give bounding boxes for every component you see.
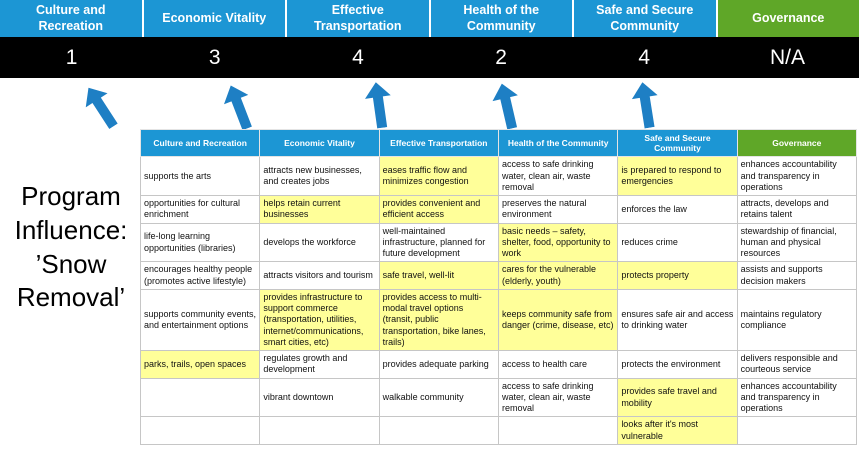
table-cell: reduces crime [617,222,738,263]
table-cell: enforces the law [617,195,738,224]
table-cell: preserves the natural environment [497,195,619,224]
table-cell: eases traffic flow and minimizes congest… [378,156,499,197]
table-cell: attracts visitors and tourism [259,261,380,290]
table-cell [497,416,619,445]
table-row: encourages healthy people (promotes acti… [139,261,858,290]
table-cell: access to safe drinking water, clean air… [497,377,619,418]
table-cell: cares for the vulnerable (elderly, youth… [497,261,619,290]
pillar-header-health: Health of the Community [430,0,574,37]
table-cell: opportunities for cultural enrichment [139,195,261,224]
table-body: supports the arts attracts new businesses… [139,156,858,445]
score-health: 2 [495,45,507,69]
table-row: looks after it's most vulnerable [139,416,858,445]
table-cell [259,416,380,445]
table-cell: keeps community safe from danger (crime,… [497,288,619,352]
table-cell: provides adequate parking [378,350,499,379]
table-header-row: Culture and Recreation Economic Vitality E… [139,128,858,158]
table-cell: maintains regulatory compliance [736,288,858,352]
table-head: Culture and Recreation Economic Vitality E… [139,128,858,158]
table-cell: access to health care [497,350,619,379]
table-cell: basic needs – safety, shelter, food, opp… [497,222,619,263]
table-header-economic: Economic Vitality [259,128,380,158]
table-cell: protects the environment [617,350,738,379]
table-header-transportation: Effective Transportation [378,128,499,158]
scoreboard-header-row: Culture and Recreation Economic Vitality… [0,0,859,37]
up-arrow-icon [219,81,260,133]
table-cell [736,416,858,445]
influence-table: Culture and Recreation Economic Vitality E… [139,128,858,445]
table-cell: well-maintained infrastructure, planned … [378,222,499,263]
table-cell: provides access to multi-modal travel op… [378,288,499,352]
table-cell: encourages healthy people (promotes acti… [139,261,261,290]
up-arrow-icon [489,81,525,132]
table-cell: stewardship of financial, human and phys… [736,222,858,263]
table-cell: enhances accountability and transparency… [736,377,858,418]
table-cell [139,416,261,445]
up-arrow-icon [78,81,125,134]
table-cell: develops the workforce [259,222,380,263]
table-row: life-long learning opportunities (librar… [139,222,858,263]
table-cell: supports community events, and entertain… [139,288,261,352]
table-header-safe: Safe and Secure Community [617,128,738,158]
page-title: Program Influence: ’Snow Removal’ [14,181,128,313]
table-cell: safe travel, well-lit [378,261,499,290]
table-cell: parks, trails, open spaces [139,350,261,379]
table-cell: walkable community [378,377,499,418]
table-cell: enhances accountability and transparency… [736,156,858,197]
table-cell: is prepared to respond to emergencies [617,156,738,197]
table-cell: helps retain current businesses [259,195,380,224]
pillar-header-safe: Safe and Secure Community [574,0,718,37]
score-governance: N/A [769,45,805,69]
table-cell: vibrant downtown [259,377,380,418]
table-cell: access to safe drinking water, clean air… [497,156,619,197]
table-cell: protects property [617,261,738,290]
score-economic: 3 [208,45,221,69]
table-cell: ensures safe air and access to drinking … [617,288,738,352]
table-row: parks, trails, open spaces regulates grow… [139,350,858,379]
table-cell: looks after it's most vulnerable [617,416,738,445]
table-cell: attracts, develops and retains talent [736,195,858,224]
table-cell: life-long learning opportunities (librar… [139,222,261,263]
score-culture: 1 [65,45,78,69]
up-arrow-icon [630,80,663,130]
score-transportation: 4 [352,45,364,69]
scoreboard-score-row: 1 3 4 2 4 N/A [0,37,859,78]
table-cell: supports the arts [139,156,261,197]
table-cell: provides convenient and efficient access [378,195,499,224]
pillar-header-economic: Economic Vitality [143,0,287,37]
table-row: vibrant downtown walkable community access… [139,377,858,418]
table-cell: delivers responsible and courteous servi… [736,350,858,379]
table-cell: regulates growth and development [259,350,380,379]
table-row: opportunities for cultural enrichment hel… [139,195,858,224]
table-row: supports the arts attracts new businesses… [139,156,858,197]
table-header-culture: Culture and Recreation [139,128,261,158]
table-header-governance: Governance [736,128,858,158]
pillar-header-culture: Culture and Recreation [0,0,144,37]
up-arrow-icon [363,80,395,129]
pillar-header-transportation: Effective Transportation [287,0,431,37]
table-cell [139,377,261,418]
table-cell: provides infrastructure to support comme… [259,288,380,352]
table-cell: assists and supports decision makers [736,261,858,290]
table-cell: attracts new businesses, and creates job… [259,156,380,197]
table-row: supports community events, and entertain… [139,288,858,352]
table-header-health: Health of the Community [497,128,619,158]
score-safe: 4 [638,45,651,69]
pillar-header-governance: Governance [717,0,859,37]
table-cell [378,416,499,445]
table-cell: provides safe travel and mobility [617,377,738,418]
